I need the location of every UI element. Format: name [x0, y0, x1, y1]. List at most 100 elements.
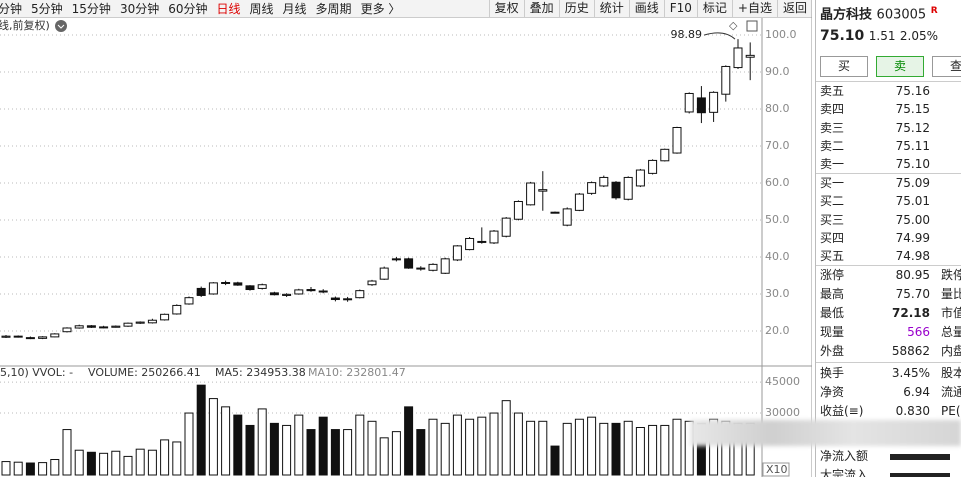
volume-bar [526, 420, 536, 476]
candle-body [623, 176, 633, 200]
icon[interactable]: ◇ [729, 19, 738, 32]
action-button[interactable]: 历史 [558, 0, 594, 17]
y-tick-label: 60.0 [765, 176, 790, 189]
action-button[interactable]: 返回 [776, 0, 812, 17]
period-tab[interactable]: 周线 [249, 2, 274, 16]
candle-body [50, 333, 60, 338]
volume-bar [306, 429, 316, 476]
volume-bar [111, 450, 121, 476]
icon[interactable] [746, 20, 758, 32]
candle-body [208, 282, 218, 295]
row-label: 净资 [820, 385, 845, 399]
quote-row: 卖五 75.16 [820, 82, 961, 100]
row-value: 75.09 [895, 176, 930, 190]
row-label: 最高 [820, 287, 845, 301]
candle-body [587, 182, 597, 194]
volume-bar [440, 422, 450, 476]
volume-bar [172, 441, 182, 476]
row-value: 75.10 [895, 157, 930, 172]
candle-body [25, 337, 35, 340]
row-value: 74.98 [895, 249, 930, 264]
volume-bar [25, 462, 35, 476]
candle-body [355, 290, 365, 299]
row-label: 最低 [820, 306, 845, 320]
flow-row: 大宗流入 [820, 466, 961, 477]
quote-row: 买五 74.98 [820, 247, 961, 265]
candle-body [477, 240, 487, 243]
volume-bar [684, 420, 694, 476]
trade-button[interactable]: 买 [820, 56, 868, 77]
candle-body [221, 282, 231, 285]
action-button[interactable]: 统计 [593, 0, 629, 17]
y-tick-label: 20.0 [765, 324, 790, 337]
period-tab[interactable]: 分钟 [0, 2, 23, 16]
candle-body [721, 65, 731, 95]
candle-body [160, 313, 170, 321]
row-label: 涨停 [820, 268, 845, 282]
candle-body [86, 325, 96, 328]
row-label: 卖五 [820, 84, 845, 98]
period-tab[interactable]: 15分钟 [71, 2, 111, 16]
quote-header: 晶方科技 603005 R [820, 2, 961, 22]
quote-row: 外盘 58862 内盘 [820, 342, 961, 360]
candle-body [343, 298, 353, 301]
row-label: 外盘 [820, 344, 845, 358]
candle-body [135, 321, 145, 324]
unit-box [762, 462, 790, 477]
row-label2: 量比 [941, 287, 961, 301]
row-label: 买一 [820, 176, 845, 190]
candle-body [684, 92, 694, 113]
trade-button[interactable]: 查 [932, 56, 961, 77]
candle-body [745, 54, 755, 58]
action-button[interactable]: 复权 [488, 0, 524, 17]
action-button[interactable]: 标记 [696, 0, 732, 17]
y-tick-label: 90.0 [765, 65, 790, 78]
candle-body [257, 284, 267, 289]
period-tab[interactable]: 60分钟 [168, 2, 208, 16]
action-button[interactable]: F10 [663, 0, 697, 17]
annotation-label: 98.89 [671, 28, 703, 41]
row-value: 72.18 [892, 306, 930, 320]
quote-panel: 晶方科技 603005 R 75.10 1.51 2.05% 买卖查卖五 75.1… [815, 0, 961, 477]
row-value: 3.45% [891, 366, 930, 380]
action-button[interactable]: 画线 [628, 0, 664, 17]
quote-row: 卖三 75.12 [820, 119, 961, 137]
row-label: 卖三 [820, 120, 845, 135]
candle-body [404, 258, 414, 269]
volume-bar [123, 455, 133, 476]
period-tab[interactable]: 月线 [282, 2, 307, 16]
quote-row: 现量 566 总量 [820, 323, 961, 341]
period-tab[interactable]: 5分钟 [31, 2, 63, 16]
volume-bar [135, 448, 145, 476]
trade-button[interactable]: 卖 [876, 56, 924, 77]
period-tab[interactable]: 多周期 [315, 2, 352, 16]
volume-bar [1, 461, 11, 476]
action-button[interactable]: +自选 [731, 0, 777, 17]
row-value: 75.01 [895, 194, 930, 209]
candle-body [123, 322, 133, 327]
candle-body [696, 97, 706, 114]
row-value: 0.830 [895, 404, 930, 418]
dropdown-arrow [57, 24, 65, 29]
candle-body [184, 297, 194, 305]
period-tab[interactable]: 30分钟 [119, 2, 160, 16]
volume-bar [86, 451, 96, 476]
candle-body [196, 287, 206, 296]
candle-body [526, 182, 536, 206]
separator [816, 362, 961, 363]
y-tick-label: 30.0 [765, 287, 790, 300]
annotation-arrow [703, 32, 736, 40]
period-tab[interactable]: 日线 [216, 2, 241, 16]
quote-row: 买一 75.09 [820, 174, 961, 192]
volume-bar [574, 418, 584, 476]
change: 1.51 [868, 29, 896, 43]
action-button[interactable]: 叠加 [523, 0, 559, 17]
row-label2: 流通 [941, 385, 961, 399]
candle-body [111, 325, 121, 328]
candle-body [416, 267, 426, 270]
dropdown-icon[interactable] [55, 20, 67, 32]
candle-body [245, 285, 255, 291]
period-tab[interactable]: 更多 〉 [360, 2, 401, 16]
volume-bar [635, 427, 645, 476]
row-value: 75.16 [895, 84, 930, 98]
